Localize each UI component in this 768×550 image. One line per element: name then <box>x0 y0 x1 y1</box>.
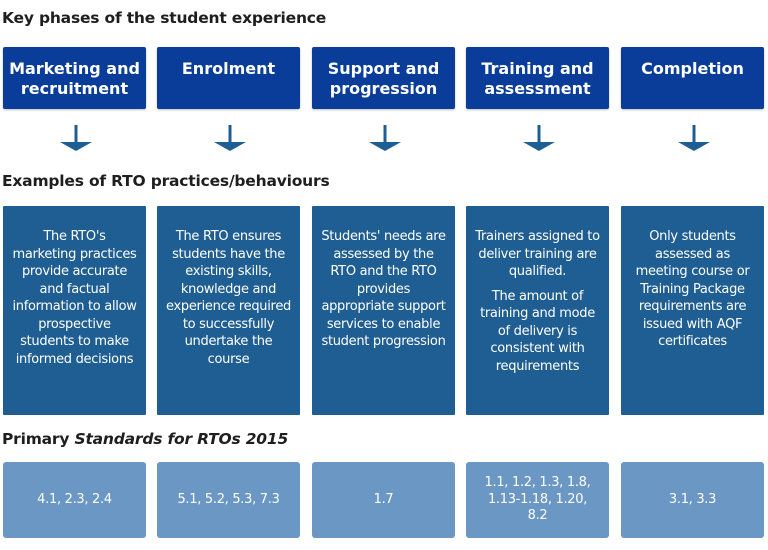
practice-text: The amount of training and mode of deliv… <box>480 288 595 374</box>
practice-enrolment: The RTO ensures students have the existi… <box>157 206 300 415</box>
phase-row: Marketing and recruitment Enrolment Supp… <box>0 47 768 109</box>
standards-completion: 3.1, 3.3 <box>621 462 764 538</box>
down-arrow-icon <box>312 125 457 151</box>
standards-row: 4.1, 2.3, 2.4 5.1, 5.2, 5.3, 7.3 1.7 1.1… <box>0 462 768 538</box>
phase-marketing-recruitment: Marketing and recruitment <box>3 47 146 109</box>
standards-heading-prefix: Primary <box>2 430 75 448</box>
phase-enrolment: Enrolment <box>157 47 300 109</box>
practice-completion: Only students assessed as meeting course… <box>621 206 764 415</box>
practice-text: The RTO's marketing practices provide ac… <box>12 229 137 367</box>
arrow-row <box>0 125 768 151</box>
standards-enrolment: 5.1, 5.2, 5.3, 7.3 <box>157 462 300 538</box>
down-arrow-icon <box>621 125 766 151</box>
standards-marketing-recruitment: 4.1, 2.3, 2.4 <box>3 462 146 538</box>
standards-training-assessment: 1.1, 1.2, 1.3, 1.8, 1.13-1.18, 1.20, 8.2 <box>466 462 609 538</box>
phase-support-progression: Support and progression <box>312 47 455 109</box>
practice-text: Only students assessed as meeting course… <box>635 229 750 349</box>
practice-text: The RTO ensures students have the existi… <box>166 229 291 367</box>
down-arrow-icon <box>157 125 302 151</box>
practice-text: Trainers assigned to deliver training ar… <box>475 229 600 279</box>
practices-heading: Examples of RTO practices/behaviours <box>2 172 330 190</box>
practice-row: The RTO's marketing practices provide ac… <box>0 206 768 415</box>
practice-training-assessment: Trainers assigned to deliver training ar… <box>466 206 609 415</box>
down-arrow-icon <box>3 125 148 151</box>
phase-completion: Completion <box>621 47 764 109</box>
practice-support-progression: Students' needs are assessed by the RTO … <box>312 206 455 415</box>
phase-training-assessment: Training and assessment <box>466 47 609 109</box>
standards-support-progression: 1.7 <box>312 462 455 538</box>
standards-heading-title: Standards for RTOs 2015 <box>74 430 289 448</box>
phases-heading: Key phases of the student experience <box>2 9 327 27</box>
practice-text: Students' needs are assessed by the RTO … <box>321 229 446 349</box>
practice-marketing-recruitment: The RTO's marketing practices provide ac… <box>3 206 146 415</box>
standards-heading: Primary Standards for RTOs 2015 <box>2 430 288 448</box>
down-arrow-icon <box>466 125 611 151</box>
